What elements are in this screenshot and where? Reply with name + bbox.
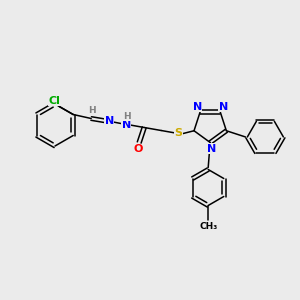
Text: S: S xyxy=(174,128,182,139)
Text: N: N xyxy=(122,119,131,130)
Text: N: N xyxy=(193,102,202,112)
Text: N: N xyxy=(105,116,114,127)
Text: O: O xyxy=(134,145,143,154)
Text: Cl: Cl xyxy=(48,95,60,106)
Text: N: N xyxy=(219,102,228,112)
Text: N: N xyxy=(207,143,216,154)
Text: CH₃: CH₃ xyxy=(199,222,217,231)
Text: H: H xyxy=(123,112,131,121)
Text: H: H xyxy=(88,106,96,115)
